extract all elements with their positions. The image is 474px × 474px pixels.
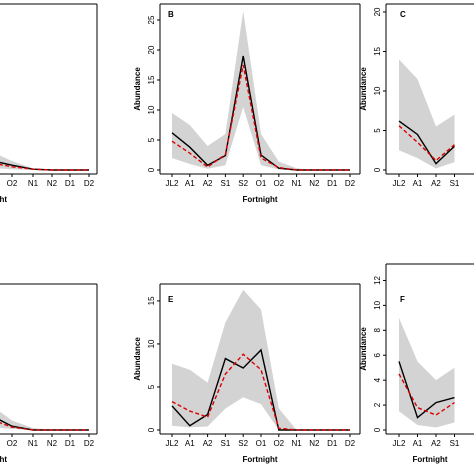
x-tick-label: N1	[28, 179, 39, 188]
x-tick-label: JL2	[166, 179, 179, 188]
x-tick-label: A1	[413, 179, 423, 188]
x-tick-label: N2	[309, 439, 320, 448]
series-line-predicted	[171, 353, 350, 431]
y-tick-label: 20	[373, 7, 382, 16]
y-tick-label: 0	[373, 427, 382, 432]
x-tick-label: D2	[345, 179, 356, 188]
y-tick-label: 5	[373, 128, 382, 133]
x-tick-label: N1	[28, 439, 39, 448]
y-tick-label: 6	[373, 352, 382, 357]
series-line-predicted	[0, 163, 89, 171]
x-tick-label: D1	[65, 439, 76, 448]
x-tick-label: JL2	[166, 439, 179, 448]
series-line-observed	[171, 348, 350, 431]
x-tick-label: A2	[203, 179, 213, 188]
x-tick-label: JL2	[393, 439, 406, 448]
x-tick-label: A2	[203, 439, 213, 448]
panel-letter: E	[168, 295, 174, 304]
series-line-observed	[398, 120, 455, 165]
x-tick-label: O2	[273, 439, 284, 448]
panel-e: JL2 A1 A2 S1 S2 O1 O2 N1 N2 D1 D2 0 5 10 15 Abundance Fo…	[133, 283, 361, 464]
x-tick-label: JL2	[393, 179, 406, 188]
panel-letter: F	[400, 295, 405, 304]
x-tick-label: O2	[7, 179, 18, 188]
x-tick-label: O1	[256, 439, 267, 448]
y-tick-label: 10	[373, 86, 382, 95]
y-tick-label: 15	[373, 46, 382, 55]
y-tick-label: 0	[373, 167, 382, 172]
series-line-observed	[398, 361, 455, 419]
x-tick-label: A2	[431, 439, 441, 448]
panel-a: O2 N1 N2 D1 D2 Fortnight	[0, 3, 98, 204]
confidence-band	[172, 11, 350, 170]
y-tick-label: 4	[373, 377, 382, 382]
x-axis-title: Fortnight	[242, 195, 277, 204]
x-axis-title: Fortnight	[0, 455, 7, 464]
panel-c: JL2 A1 A2 S1 0 5 10 15 20 Abundance C	[359, 3, 474, 188]
x-tick-label: S1	[450, 439, 460, 448]
x-tick-label: S2	[238, 179, 248, 188]
y-tick-label: 15	[147, 75, 156, 84]
y-tick-label: 10	[373, 300, 382, 309]
y-tick-label: 15	[147, 296, 156, 305]
panel-d: O2 N1 N2 D1 D2 Fortnight	[0, 283, 98, 464]
x-tick-label: A1	[185, 179, 195, 188]
panel-f: JL2 A1 A2 S1 0 2 4 6 8 10 12 Abundance Fortnight F	[359, 263, 474, 464]
series-line-predicted	[171, 64, 350, 171]
x-tick-label: D2	[84, 179, 95, 188]
y-axis-title: Abundance	[359, 67, 368, 111]
y-tick-label: 10	[147, 105, 156, 114]
x-tick-label: A2	[431, 179, 441, 188]
x-tick-label: D1	[65, 179, 76, 188]
x-tick-label: S2	[238, 439, 248, 448]
x-tick-label: D2	[345, 439, 356, 448]
x-tick-label: O2	[7, 439, 18, 448]
y-tick-label: 0	[147, 427, 156, 432]
panel-b: JL2 A1 A2 S1 S2 O1 O2 N1 N2 D1 D2 0 5 10 15 20 25 Abundan…	[133, 3, 361, 204]
y-axis-title: Abundance	[133, 67, 142, 111]
confidence-band	[0, 155, 89, 170]
y-tick-label: 20	[147, 45, 156, 54]
x-tick-label: D1	[327, 439, 338, 448]
x-tick-label: N2	[309, 179, 320, 188]
x-axis-title: Fortnight	[412, 455, 447, 464]
series-line-predicted	[0, 422, 89, 431]
x-axis-title: Fortnight	[0, 195, 7, 204]
y-axis-title: Abundance	[133, 337, 142, 381]
y-tick-label: 0	[147, 167, 156, 172]
x-tick-label: N1	[291, 179, 302, 188]
x-tick-label: N1	[291, 439, 302, 448]
x-tick-label: O1	[256, 179, 267, 188]
series-line-observed	[0, 419, 89, 431]
y-tick-label: 25	[147, 15, 156, 24]
confidence-band	[172, 289, 350, 430]
series-line-predicted	[398, 373, 455, 416]
y-tick-label: 5	[147, 137, 156, 142]
panel-letter: C	[400, 10, 406, 19]
x-tick-label: S1	[450, 179, 460, 188]
x-tick-label: S1	[221, 179, 231, 188]
y-tick-label: 5	[147, 384, 156, 389]
x-tick-label: N2	[47, 179, 58, 188]
confidence-band	[0, 411, 89, 430]
y-tick-label: 8	[373, 328, 382, 333]
x-tick-label: D1	[327, 179, 338, 188]
confidence-band	[399, 59, 455, 169]
x-tick-label: N2	[47, 439, 58, 448]
y-tick-label: 2	[373, 402, 382, 407]
x-tick-label: O2	[273, 179, 284, 188]
x-tick-label: A1	[185, 439, 195, 448]
panel-letter: B	[168, 10, 174, 19]
x-axis-title: Fortnight	[242, 455, 277, 464]
x-tick-label: A1	[413, 439, 423, 448]
x-tick-label: S1	[221, 439, 231, 448]
x-tick-label: D2	[84, 439, 95, 448]
y-tick-label: 10	[147, 339, 156, 348]
y-axis-title: Abundance	[359, 327, 368, 371]
y-tick-label: 12	[373, 275, 382, 284]
